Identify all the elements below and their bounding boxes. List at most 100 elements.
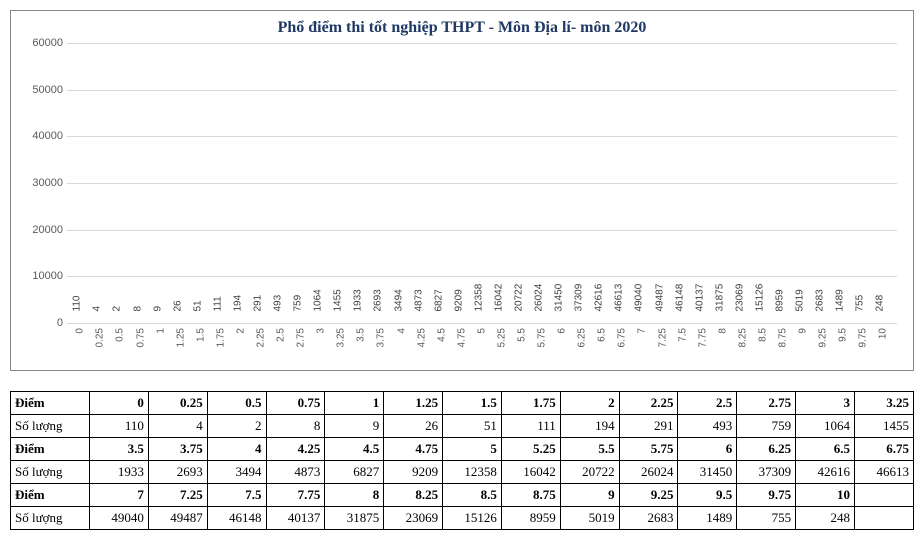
table-row: Số lượng49040494874614840137318752306915… [11, 507, 914, 530]
bar-value-label: 31450 [554, 284, 565, 312]
x-tick-label: 1.5 [191, 324, 210, 366]
row-header-score: Điểm [11, 392, 90, 415]
bar-value-label: 16042 [493, 284, 504, 312]
x-tick-label: 5 [473, 324, 492, 366]
bar-value-label: 8 [132, 306, 143, 312]
bar-value-label: 1455 [333, 289, 344, 311]
x-axis-labels: 00.250.50.7511.251.51.7522.252.52.7533.2… [67, 324, 897, 366]
cell-score: 6.25 [737, 438, 796, 461]
x-tick-label: 5.25 [493, 324, 512, 366]
cell-count: 1933 [90, 461, 149, 484]
bar-value-label: 2693 [373, 289, 384, 311]
cell-count: 111 [501, 415, 560, 438]
bar-value-label: 40137 [694, 284, 705, 312]
x-tick-label: 6.75 [613, 324, 632, 366]
bar-value-label: 31875 [714, 284, 725, 312]
y-tick-label: 30000 [19, 177, 63, 189]
bar-value-label: 42616 [594, 284, 605, 312]
x-tick-label: 10 [874, 324, 893, 366]
bar-value-label: 26024 [534, 284, 545, 312]
x-tick-label: 2 [232, 324, 251, 366]
cell-score: 9.25 [619, 484, 678, 507]
cell-count: 110 [90, 415, 149, 438]
cell-score: 4 [207, 438, 266, 461]
bar-value-label: 755 [855, 295, 866, 312]
row-header-score: Điểm [11, 438, 90, 461]
bar-value-label: 4873 [413, 289, 424, 311]
bar-value-label: 9 [152, 306, 163, 312]
cell-count: 755 [737, 507, 796, 530]
x-tick-label: 6 [553, 324, 572, 366]
cell-count: 51 [443, 415, 502, 438]
cell-score: 2.75 [737, 392, 796, 415]
cell-score: 1.5 [443, 392, 502, 415]
cell-score: 8.75 [501, 484, 560, 507]
cell-count: 194 [560, 415, 619, 438]
bar-value-label: 110 [72, 296, 83, 312]
cell-score: 6.5 [796, 438, 855, 461]
cell-count: 291 [619, 415, 678, 438]
bar-value-label: 37309 [574, 284, 585, 312]
cell-count: 16042 [501, 461, 560, 484]
x-tick-label: 3.25 [332, 324, 351, 366]
bar-value-label: 291 [252, 295, 263, 312]
y-tick-label: 20000 [19, 224, 63, 236]
cell-count: 40137 [266, 507, 325, 530]
bar-value-label: 194 [232, 295, 243, 312]
cell-score: 6 [678, 438, 737, 461]
x-tick-label: 5.5 [513, 324, 532, 366]
x-tick-label: 6.5 [593, 324, 612, 366]
cell-score: 1.25 [384, 392, 443, 415]
cell-score: 2 [560, 392, 619, 415]
x-tick-label: 2.75 [292, 324, 311, 366]
cell-count: 5019 [560, 507, 619, 530]
cell-count: 759 [737, 415, 796, 438]
bar-value-label: 46148 [674, 284, 685, 312]
cell-count: 493 [678, 415, 737, 438]
bar-value-label: 23069 [734, 284, 745, 312]
bar-value-label: 4 [92, 306, 103, 312]
cell-count: 6827 [325, 461, 384, 484]
row-header-count: Số lượng [11, 415, 90, 438]
cell-count: 37309 [737, 461, 796, 484]
cell-score: 4.5 [325, 438, 384, 461]
cell-score: 0.25 [148, 392, 207, 415]
bar-value-label: 493 [273, 295, 284, 312]
chart-title: Phổ điểm thi tốt nghiệp THPT - Môn Địa l… [19, 19, 905, 37]
cell-count: 46613 [854, 461, 913, 484]
x-tick-label: 4.5 [432, 324, 451, 366]
x-tick-label: 7.5 [673, 324, 692, 366]
cell-score: 8.5 [443, 484, 502, 507]
row-header-count: Số lượng [11, 461, 90, 484]
x-tick-label: 1.75 [212, 324, 231, 366]
cell-count: 26 [384, 415, 443, 438]
x-tick-label: 0.75 [131, 324, 150, 366]
cell-count: 4873 [266, 461, 325, 484]
x-tick-label: 1.25 [171, 324, 190, 366]
bar-value-label: 1064 [313, 289, 324, 311]
cell-score: 0.75 [266, 392, 325, 415]
x-tick-label: 3.5 [352, 324, 371, 366]
bar-value-label: 111 [212, 296, 223, 311]
cell-score: 9 [560, 484, 619, 507]
cell-count: 4 [148, 415, 207, 438]
x-tick-label: 7 [633, 324, 652, 366]
x-tick-label: 9.25 [814, 324, 833, 366]
plot-area: 0100002000030000400005000060000 11042892… [67, 43, 897, 324]
bar-value-label: 1933 [353, 289, 364, 311]
y-tick-label: 0 [19, 317, 63, 329]
x-tick-label: 4.75 [452, 324, 471, 366]
y-tick-label: 60000 [19, 37, 63, 49]
cell-count [854, 507, 913, 530]
x-tick-label: 8.75 [774, 324, 793, 366]
bar-value-label: 20722 [514, 284, 525, 312]
x-tick-label: 2.25 [252, 324, 271, 366]
x-tick-label: 4 [392, 324, 411, 366]
row-header-score: Điểm [11, 484, 90, 507]
cell-score: 3 [796, 392, 855, 415]
cell-score: 5.75 [619, 438, 678, 461]
cell-count: 9209 [384, 461, 443, 484]
cell-score: 2.5 [678, 392, 737, 415]
cell-count: 1455 [854, 415, 913, 438]
cell-score: 3.25 [854, 392, 913, 415]
